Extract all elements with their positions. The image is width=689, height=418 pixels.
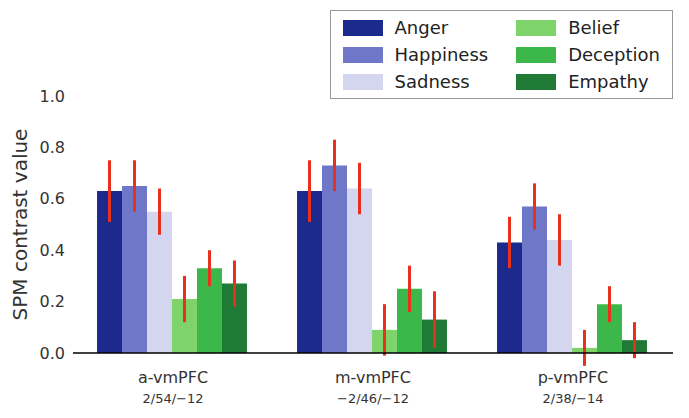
html-text:Empathy: Empathy [568,71,649,92]
svg-text:SPM contrast value: SPM contrast value [8,129,32,321]
html-text:Happiness: Happiness [394,44,489,65]
svg-text:0.6: 0.6 [40,189,65,208]
svg-text:a-vmPFC: a-vmPFC [138,368,208,387]
svg-text:0.2: 0.2 [40,292,65,311]
svg-text:m-vmPFC: m-vmPFC [335,368,411,387]
svg-text:2/38/−14: 2/38/−14 [542,391,603,406]
svg-text:0.4: 0.4 [40,241,65,260]
svg-text:0.0: 0.0 [40,344,65,363]
svg-text:0.8: 0.8 [40,138,65,157]
svg-text:−2/46/−12: −2/46/−12 [337,391,409,406]
html-text:Anger: Anger [394,17,449,38]
html-text:Belief: Belief [568,17,619,38]
html-text:Sadness: Sadness [394,71,470,92]
svg-text:1.0: 1.0 [40,87,65,106]
html-text:Deception: Deception [568,44,660,65]
svg-text:p-vmPFC: p-vmPFC [538,368,609,387]
svg-text:2/54/−12: 2/54/−12 [142,391,203,406]
